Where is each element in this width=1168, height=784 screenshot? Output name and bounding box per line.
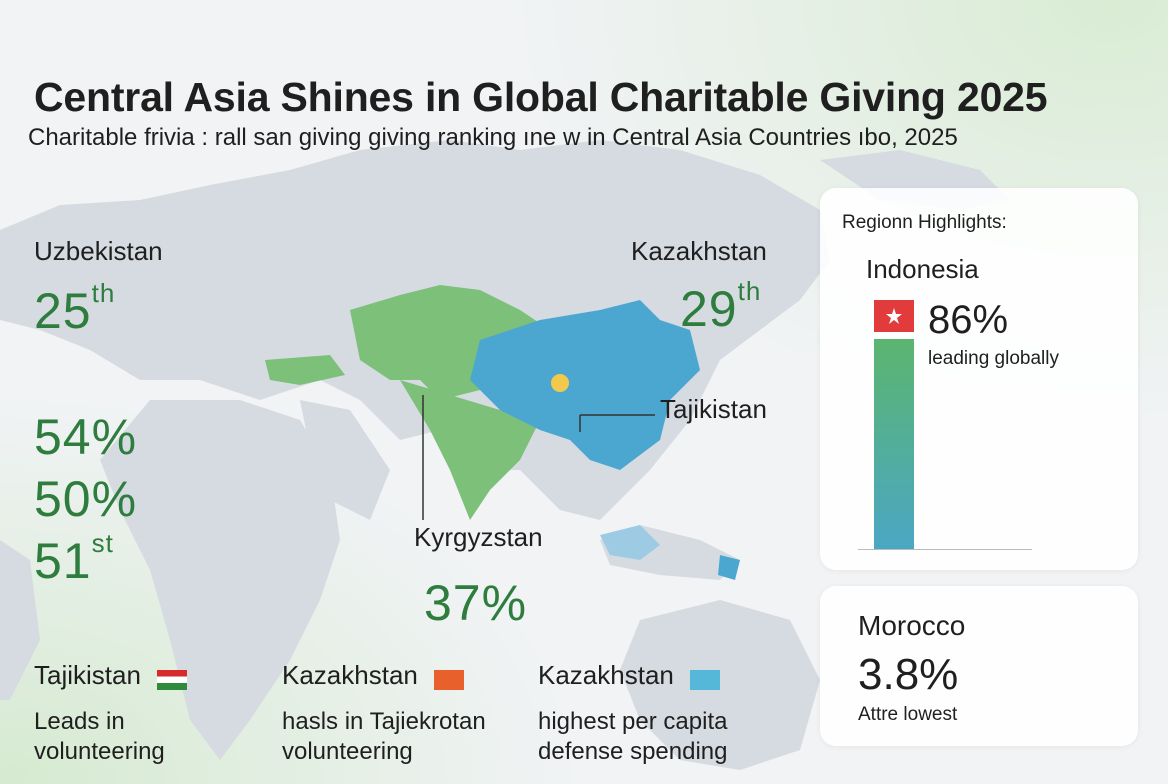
kyrgyzstan-label: Kyrgyzstan	[414, 522, 543, 552]
orange-flag-icon	[434, 669, 465, 690]
morocco-caption: Attre lowest	[858, 704, 958, 725]
bottom-item-1-name: Tajikistan	[34, 660, 141, 690]
morocco-card: Morocco 3.8% Attre lowest	[820, 586, 1138, 746]
bottom-item-1-desc: Leads in volunteering	[34, 707, 254, 767]
uzbekistan-rank-number: 25	[34, 283, 92, 339]
rank-51-number: 51	[34, 533, 92, 589]
kyrgyzstan-value: 37%	[424, 575, 528, 631]
stat-50: 50%	[34, 471, 138, 527]
morocco-country: Morocco	[858, 610, 966, 641]
morocco-value: 3.8%	[858, 650, 959, 699]
highlights-card: Regionn Highlights: Indonesia 86% leadin…	[820, 188, 1138, 570]
highlight-bar	[874, 339, 914, 550]
page-subtitle: Charitable frivia : rall san giving givi…	[28, 124, 958, 151]
highlights-country: Indonesia	[866, 254, 979, 284]
rank-51: 51st	[34, 528, 114, 590]
sun-emblem-icon	[551, 374, 569, 392]
bottom-item-3-desc: highest per capita defense spending	[538, 707, 778, 767]
rank-51-suffix: st	[91, 528, 114, 558]
island-region-blue	[718, 555, 740, 580]
bottom-item-1-desc-text: Leads in volunteering	[34, 708, 165, 765]
highlight-bar-baseline	[858, 549, 1032, 550]
kazakhstan-label: Kazakhstan	[631, 236, 767, 266]
bottom-item-1: Tajikistan Leads in volunteering	[34, 660, 254, 767]
kazakhstan-rank-number: 29	[680, 281, 738, 337]
bottom-item-2: Kazakhstan hasls in Tajiekrotan voluntee…	[282, 660, 522, 767]
uzbekistan-rank: 25th	[34, 278, 115, 340]
indonesia-flag-icon	[874, 300, 914, 332]
bottom-item-3: Kazakhstan highest per capita defense sp…	[538, 660, 778, 767]
tajikistan-flag-icon	[157, 669, 188, 690]
bottom-item-2-desc: hasls in Tajiekrotan volunteering	[282, 707, 522, 767]
bottom-item-2-desc-text: hasls in Tajiekrotan volunteering	[282, 708, 486, 765]
bottom-item-2-name: Kazakhstan	[282, 660, 418, 690]
kazakhstan-flag-icon	[690, 669, 721, 690]
page-title: Central Asia Shines in Global Charitable…	[34, 74, 1048, 120]
stat-54: 54%	[34, 409, 138, 465]
island-region	[600, 525, 660, 560]
bottom-item-3-desc-text: highest per capita defense spending	[538, 708, 728, 765]
highlights-caption: leading globally	[928, 348, 1059, 369]
uzbekistan-rank-suffix: th	[91, 278, 116, 308]
highlights-heading: Regionn Highlights:	[842, 212, 1007, 233]
bottom-item-3-name: Kazakhstan	[538, 660, 674, 690]
kazakhstan-rank: 29th	[680, 276, 761, 338]
highlights-value: 86%	[928, 298, 1009, 342]
central-asia-region	[265, 285, 550, 520]
uzbekistan-label: Uzbekistan	[34, 236, 163, 266]
kazakhstan-region	[470, 300, 700, 470]
kazakhstan-rank-suffix: th	[737, 276, 762, 306]
tajikistan-map-label: Tajikistan	[660, 394, 767, 424]
